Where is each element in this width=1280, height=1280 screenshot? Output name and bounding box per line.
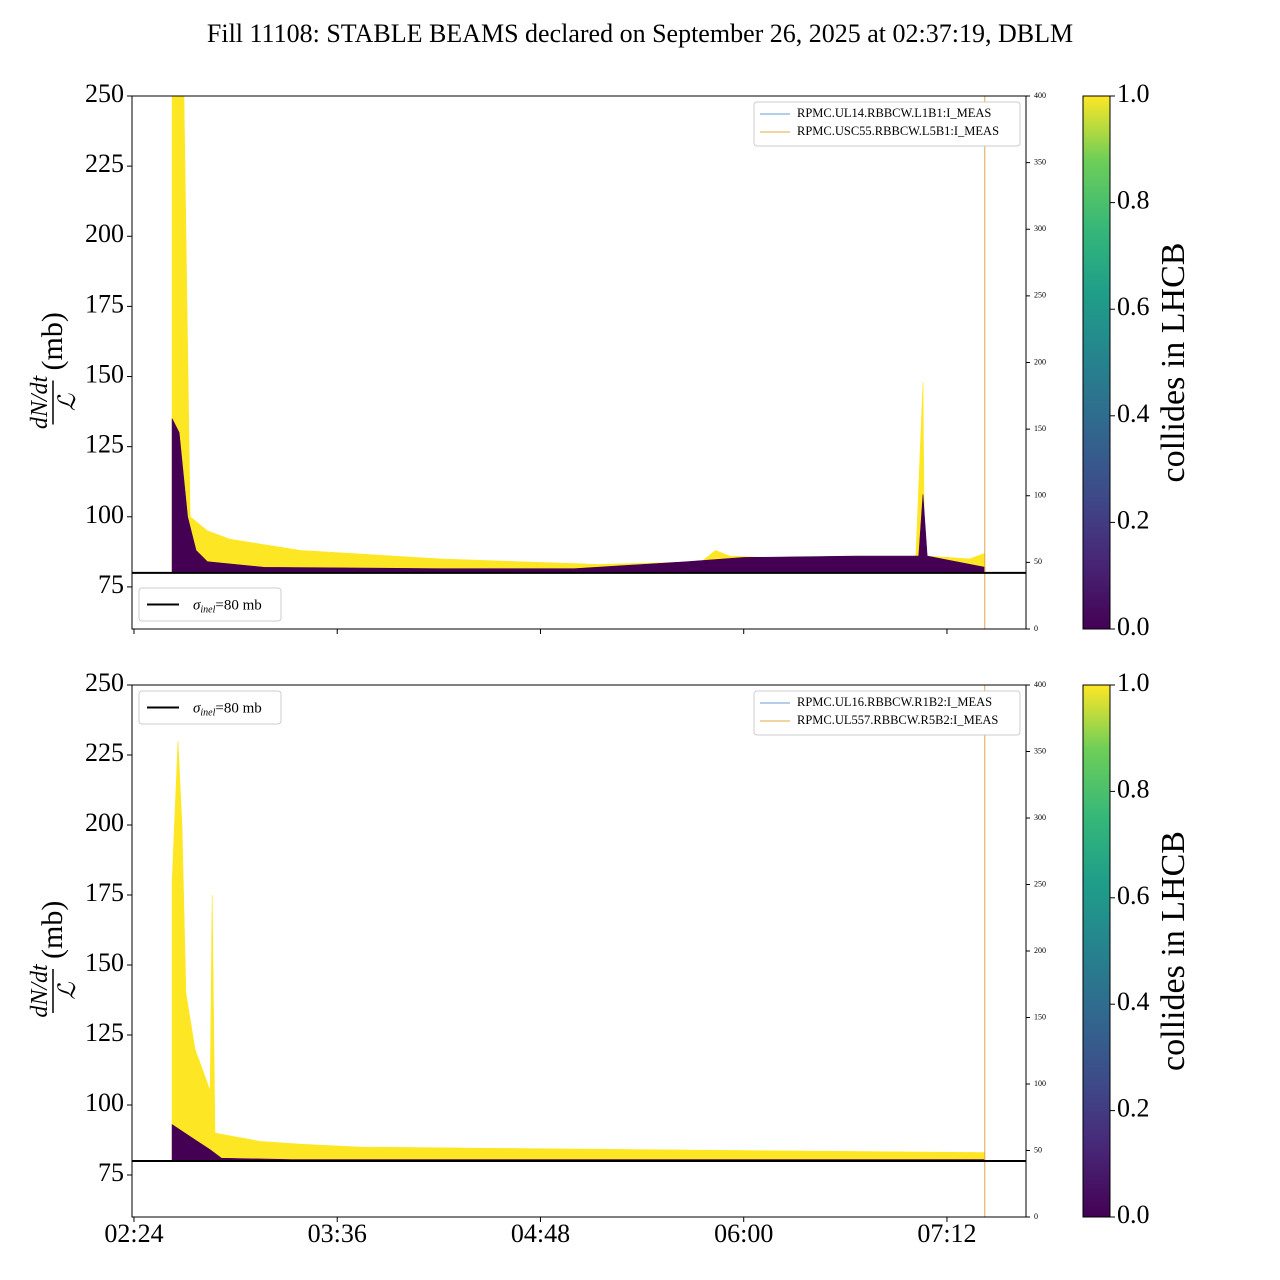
y-tick-label: 175 — [85, 878, 124, 907]
colorbar-tick-label: 0.0 — [1117, 1200, 1150, 1229]
colorbar-tick-label: 0.4 — [1117, 987, 1150, 1016]
y-tick-label: 225 — [85, 149, 124, 178]
colorbar-tick-label: 1.0 — [1117, 79, 1150, 108]
current-line — [172, 685, 986, 1217]
reference-text: =80 mb — [215, 701, 261, 717]
colorbar-tick-label: 0.4 — [1117, 399, 1150, 428]
collision-band — [171, 740, 986, 1162]
y-tick-label: 200 — [85, 808, 124, 837]
reference-symbol: σ — [193, 598, 201, 614]
y2-tick-label: 200 — [1034, 357, 1046, 366]
colorbar-label: collides in LHCB — [1155, 831, 1192, 1071]
colorbar — [1082, 95, 1111, 630]
plot-area — [132, 96, 1026, 629]
legend-label: RPMC.UL14.RBBCW.L1B1:I_MEAS — [797, 106, 991, 120]
y-tick-label: 100 — [85, 500, 124, 529]
colorbar-tick-label: 0.8 — [1117, 186, 1150, 215]
reference-subscript: inel — [200, 605, 215, 616]
colorbar-tick-label: 0.2 — [1117, 505, 1150, 534]
collision-band — [171, 418, 986, 574]
y-tick-label: 225 — [85, 738, 124, 767]
reference-legend-label: σinel=80 mb — [193, 701, 262, 719]
y-label-denominator: ℒ — [55, 393, 81, 411]
y2-tick-label: 50 — [1034, 1145, 1042, 1154]
y2-tick-label: 0 — [1034, 624, 1038, 633]
collision-band — [171, 96, 986, 574]
reference-text: =80 mb — [215, 598, 261, 614]
y-axis-label: dN/dt ℒ (mb) — [27, 312, 81, 429]
reference-subscript: inel — [200, 708, 215, 719]
x-tick-label: 06:00 — [714, 1219, 773, 1248]
y2-tick-label: 0 — [1034, 1212, 1038, 1221]
legend-label: RPMC.USC55.RBBCW.L5B1:I_MEAS — [797, 124, 999, 138]
y-tick-label: 125 — [85, 430, 124, 459]
x-tick-label: 02:24 — [104, 1219, 163, 1248]
y2-tick-label: 250 — [1034, 291, 1046, 300]
x-tick-label: 07:12 — [917, 1219, 976, 1248]
y-tick-label: 250 — [85, 668, 124, 697]
y2-tick-label: 100 — [1034, 491, 1046, 500]
reference-symbol: σ — [193, 701, 201, 717]
colorbar — [1082, 684, 1111, 1218]
legend-label: RPMC.UL557.RBBCW.R5B2:I_MEAS — [797, 713, 998, 727]
y-label-numerator: dN/dt — [27, 963, 53, 1018]
y-tick-label: 200 — [85, 219, 124, 248]
y-tick-label: 75 — [98, 570, 124, 599]
y-tick-label: 100 — [85, 1088, 124, 1117]
y-tick-label: 125 — [85, 1018, 124, 1047]
legend-box — [753, 101, 1021, 147]
y2-tick-label: 100 — [1034, 1079, 1046, 1088]
current-line — [172, 96, 986, 629]
colorbar-tick-label: 0.2 — [1117, 1094, 1150, 1123]
y-label-unit: (mb) — [36, 312, 69, 370]
y-tick-label: 175 — [85, 289, 124, 318]
y-axis-label: dN/dt ℒ (mb) — [27, 901, 81, 1018]
y-tick-label: 75 — [98, 1158, 124, 1187]
legend-box — [753, 690, 1021, 736]
y2-tick-label: 200 — [1034, 946, 1046, 955]
colorbar-tick-label: 0.0 — [1117, 612, 1150, 641]
panel: 75 100 125 150 175 200 225 250 0 50 100 150 200 250 30… — [27, 668, 1192, 1248]
y-tick-label: 150 — [85, 948, 124, 977]
x-tick-label: 03:36 — [308, 1219, 367, 1248]
reference-legend-label: σinel=80 mb — [193, 598, 262, 616]
reference-legend-box — [138, 587, 282, 622]
y2-tick-label: 300 — [1034, 813, 1046, 822]
colorbar-tick-label: 0.6 — [1117, 292, 1150, 321]
y2-tick-label: 300 — [1034, 224, 1046, 233]
y-tick-label: 250 — [85, 79, 124, 108]
panel: 75 100 125 150 175 200 225 250 0 50 100 150 200 250 30… — [27, 79, 1192, 641]
y2-tick-label: 50 — [1034, 557, 1042, 566]
y2-tick-label: 400 — [1034, 680, 1046, 689]
colorbar-tick-label: 1.0 — [1117, 668, 1150, 697]
y-label-numerator: dN/dt — [27, 374, 53, 429]
x-tick-label: 04:48 — [511, 1219, 570, 1248]
colorbar-tick-label: 0.6 — [1117, 881, 1150, 910]
plot-area — [132, 685, 1026, 1217]
reference-legend-box — [138, 690, 282, 725]
legend-label: RPMC.UL16.RBBCW.R1B2:I_MEAS — [797, 695, 992, 709]
y-label-unit: (mb) — [36, 901, 69, 959]
y2-tick-label: 400 — [1034, 91, 1046, 100]
figure-title: Fill 11108: STABLE BEAMS declared on Sep… — [207, 19, 1073, 48]
colorbar-tick-label: 0.8 — [1117, 774, 1150, 803]
y2-tick-label: 250 — [1034, 879, 1046, 888]
axes-frame — [131, 684, 1027, 1218]
y2-tick-label: 350 — [1034, 746, 1046, 755]
y-label-denominator: ℒ — [55, 982, 81, 1000]
colorbar-label: collides in LHCB — [1155, 243, 1192, 483]
y2-tick-label: 150 — [1034, 1012, 1046, 1021]
y2-tick-label: 350 — [1034, 157, 1046, 166]
y-tick-label: 150 — [85, 359, 124, 388]
y2-tick-label: 150 — [1034, 424, 1046, 433]
